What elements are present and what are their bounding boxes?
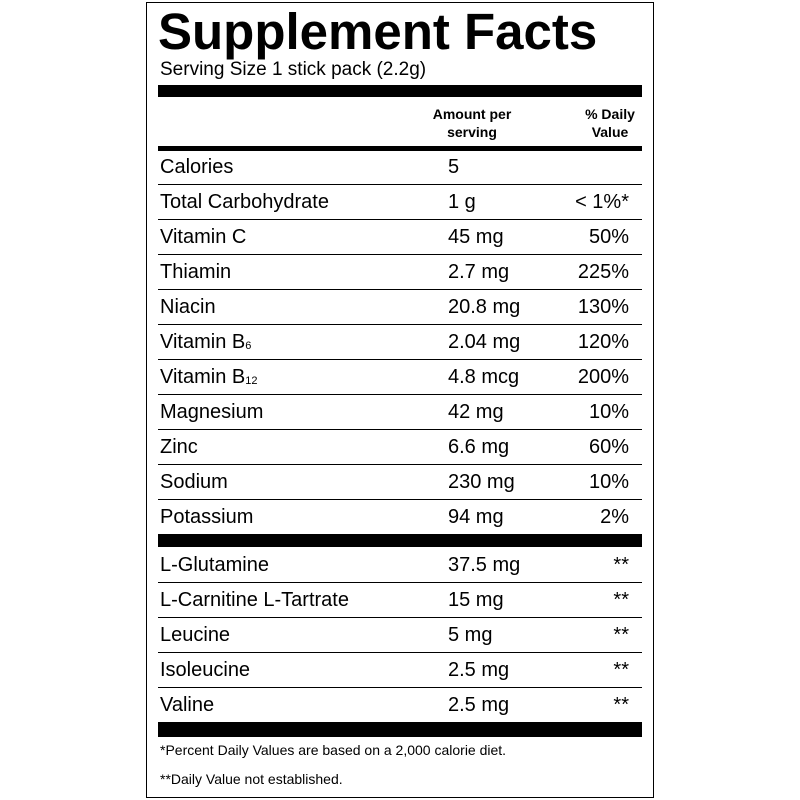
dv-heading: % Daily Value xyxy=(570,105,650,141)
nutrient-name: Vitamin C xyxy=(160,227,246,247)
daily-value: ** xyxy=(613,589,629,611)
heading-line: Value xyxy=(591,124,629,140)
name-text: Valine xyxy=(160,694,215,716)
thick-bar xyxy=(158,534,642,547)
name-text: Vitamin B xyxy=(160,331,246,353)
heading-line: % Daily xyxy=(585,106,635,122)
row-divider xyxy=(158,289,642,290)
amount: 2.5 mg xyxy=(448,659,510,681)
name-text: Sodium xyxy=(160,471,228,493)
amount: 5 xyxy=(448,156,460,178)
heading-line: serving xyxy=(447,124,497,140)
row-divider xyxy=(158,359,642,360)
footnote: *Percent Daily Values are based on a 2,0… xyxy=(160,742,507,758)
nutrient-name: Calories xyxy=(160,157,233,177)
name-text: Thiamin xyxy=(160,261,232,283)
daily-value: < 1%* xyxy=(575,191,629,213)
daily-value: 50% xyxy=(588,226,629,248)
subscript: 12 xyxy=(245,375,258,387)
amount: 2.5 mg xyxy=(448,694,510,716)
nutrient-name: Leucine xyxy=(160,625,230,645)
amount: 15 mg xyxy=(448,589,504,611)
name-text: Calories xyxy=(160,156,234,178)
amount: 2.04 mg xyxy=(448,331,521,353)
row-divider xyxy=(158,219,642,220)
amount: 230 mg xyxy=(448,471,515,493)
daily-value: ** xyxy=(613,659,629,681)
amount-heading: Amount per serving xyxy=(412,105,532,141)
amount: 45 mg xyxy=(448,226,504,248)
daily-value: ** xyxy=(613,554,629,576)
daily-value: 130% xyxy=(577,296,629,318)
name-text: Isoleucine xyxy=(160,659,251,681)
name-text: Zinc xyxy=(160,436,198,458)
nutrient-name: Isoleucine xyxy=(160,660,250,680)
nutrient-name: Total Carbohydrate xyxy=(160,192,329,212)
row-divider xyxy=(158,324,642,325)
row-divider xyxy=(158,254,642,255)
label-border xyxy=(146,2,654,798)
serving-size: Serving Size 1 stick pack (2.2g) xyxy=(160,59,427,80)
daily-value: 10% xyxy=(588,471,629,493)
daily-value: ** xyxy=(613,694,629,716)
name-text: Total Carbohydrate xyxy=(160,191,329,213)
name-text: Magnesium xyxy=(160,401,264,423)
amount: 6.6 mg xyxy=(448,436,510,458)
row-divider xyxy=(158,687,642,688)
nutrient-name: L-Glutamine xyxy=(160,555,269,575)
row-divider xyxy=(158,184,642,185)
amount: 20.8 mg xyxy=(448,296,521,318)
subscript: 6 xyxy=(245,340,252,352)
name-text: Niacin xyxy=(160,296,216,318)
nutrient-name: Niacin xyxy=(160,297,216,317)
title: Supplement Facts xyxy=(158,3,598,60)
footnote: **Daily Value not established. xyxy=(160,771,343,787)
name-text: Potassium xyxy=(160,506,254,528)
amount: 1 g xyxy=(448,191,476,213)
nutrient-name: L-Carnitine L-Tartrate xyxy=(160,590,349,610)
daily-value: 120% xyxy=(577,331,629,353)
row-divider xyxy=(158,429,642,430)
name-text: L-Carnitine L-Tartrate xyxy=(160,589,349,611)
nutrient-name: Zinc xyxy=(160,437,198,457)
row-divider xyxy=(158,464,642,465)
daily-value: 60% xyxy=(588,436,629,458)
nutrient-name: Sodium xyxy=(160,472,228,492)
name-text: Vitamin C xyxy=(160,226,247,248)
nutrient-name: Magnesium xyxy=(160,402,263,422)
row-divider xyxy=(158,617,642,618)
amount: 37.5 mg xyxy=(448,554,521,576)
daily-value: 2% xyxy=(600,506,629,528)
medium-bar xyxy=(158,146,642,151)
amount: 5 mg xyxy=(448,624,493,646)
amount: 94 mg xyxy=(448,506,504,528)
nutrient-name: Potassium xyxy=(160,507,253,527)
name-text: Vitamin B xyxy=(160,366,246,388)
amount: 2.7 mg xyxy=(448,261,510,283)
row-divider xyxy=(158,652,642,653)
amount: 42 mg xyxy=(448,401,504,423)
heading-line: Amount per xyxy=(432,106,512,122)
thick-bar xyxy=(158,722,642,737)
nutrient-name: Valine xyxy=(160,695,214,715)
daily-value: 10% xyxy=(588,401,629,423)
row-divider xyxy=(158,394,642,395)
amount: 4.8 mcg xyxy=(448,366,520,388)
daily-value: 225% xyxy=(577,261,629,283)
nutrient-name: Vitamin B6 xyxy=(160,332,251,355)
nutrient-name: Thiamin xyxy=(160,262,231,282)
nutrient-name: Vitamin B12 xyxy=(160,367,257,390)
daily-value: ** xyxy=(613,624,629,646)
row-divider xyxy=(158,499,642,500)
name-text: Leucine xyxy=(160,624,231,646)
row-divider xyxy=(158,582,642,583)
thick-bar xyxy=(158,85,642,97)
name-text: L-Glutamine xyxy=(160,554,269,576)
daily-value: 200% xyxy=(577,366,629,388)
